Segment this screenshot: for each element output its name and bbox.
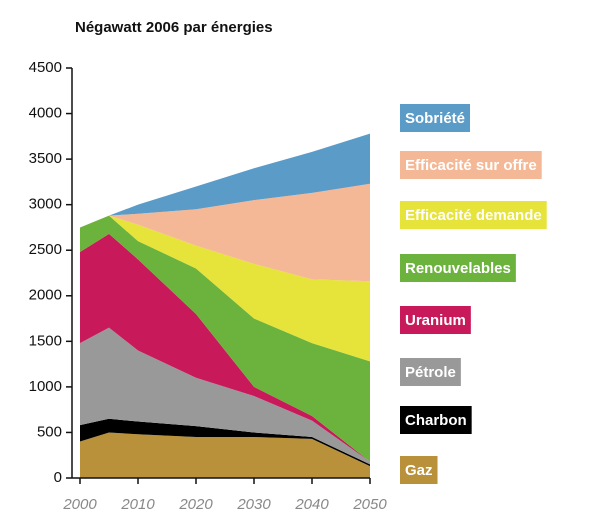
- legend-item: Uranium: [400, 306, 471, 334]
- y-tick-label: 0: [54, 469, 62, 486]
- legend-label: Sobriété: [405, 110, 465, 127]
- legend-swatch: [400, 151, 542, 179]
- x-tick-label: 2050: [352, 496, 387, 513]
- legend-swatch: [400, 104, 471, 132]
- y-tick-label: 2500: [29, 241, 62, 258]
- legend-label: Charbon: [405, 412, 467, 429]
- y-tick-label: 2000: [29, 287, 62, 304]
- x-tick-label: 2030: [236, 496, 271, 513]
- legend-item: Charbon: [400, 406, 472, 434]
- legend-item: Sobriété: [400, 104, 471, 132]
- y-tick-label: 4000: [29, 105, 62, 122]
- x-tick-label: 2040: [294, 496, 329, 513]
- y-tick-label: 500: [37, 423, 62, 440]
- x-tick-label: 2000: [62, 496, 97, 513]
- y-tick-label: 3000: [29, 196, 62, 213]
- areas: [80, 133, 370, 478]
- legend-label: Pétrole: [405, 364, 456, 381]
- area: [80, 233, 370, 462]
- legend-item: Gaz: [400, 456, 438, 484]
- y-tick-label: 4500: [29, 59, 62, 76]
- legend-item: Efficacité demande: [400, 201, 547, 229]
- x-tick-label: 2020: [178, 496, 213, 513]
- y-tick-label: 3500: [29, 150, 62, 167]
- area: [80, 418, 370, 467]
- legend-label: Uranium: [405, 312, 466, 329]
- legend-label: Efficacité demande: [405, 207, 542, 224]
- legend-swatch: [400, 201, 547, 229]
- legend-label: Gaz: [405, 462, 433, 479]
- legend-label: Efficacité sur offre: [405, 157, 537, 174]
- area: [80, 327, 370, 465]
- chart-title: Négawatt 2006 par énergies: [75, 19, 273, 36]
- legend-label: Renouvelables: [405, 260, 511, 277]
- legend-item: Pétrole: [400, 358, 461, 386]
- y-tick-label: 1500: [29, 332, 62, 349]
- legend-item: Efficacité sur offre: [400, 151, 542, 179]
- area: [80, 183, 370, 282]
- y-tick-label: 1000: [29, 378, 62, 395]
- legend-swatch: [400, 358, 461, 386]
- x-tick-label: 2010: [120, 496, 155, 513]
- legend-swatch: [400, 254, 516, 282]
- area: [80, 215, 370, 362]
- legend-swatch: [400, 406, 472, 434]
- legend-swatch: [400, 306, 471, 334]
- legend-item: Renouvelables: [400, 254, 516, 282]
- area: [80, 133, 370, 228]
- area: [80, 215, 370, 462]
- legend-swatch: [400, 456, 438, 484]
- area: [80, 432, 370, 478]
